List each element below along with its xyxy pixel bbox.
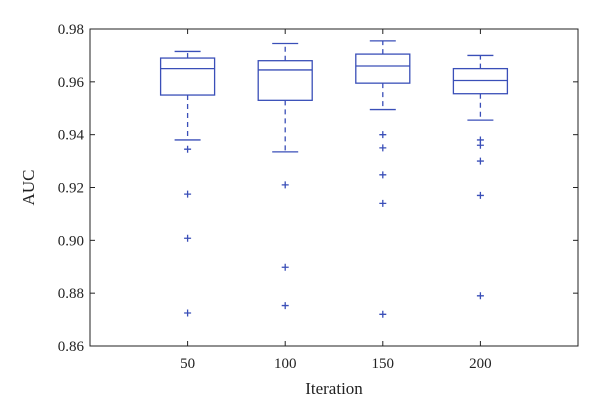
iqr-box	[355, 53, 411, 84]
y-axis-label: AUC	[19, 170, 38, 206]
x-axis-ticks: 50 100 150 200	[180, 29, 492, 372]
plot-frame	[89, 28, 579, 347]
outlier-point	[379, 131, 387, 139]
y-tick-label: 0.86	[58, 339, 85, 355]
y-tick-label: 0.88	[58, 286, 84, 302]
outlier-point	[281, 263, 289, 271]
iqr-box	[257, 60, 313, 101]
outlier-point	[379, 144, 387, 152]
box-200	[452, 54, 509, 300]
iqr-box	[452, 67, 509, 95]
x-tick-label: 100	[274, 356, 297, 372]
outlier-point	[184, 190, 192, 198]
iqr-box	[159, 57, 216, 96]
y-tick-label: 0.96	[58, 75, 85, 91]
x-tick-label: 50	[180, 356, 195, 372]
box-150	[355, 40, 411, 318]
x-tick-label: 150	[372, 356, 395, 372]
outlier-point	[281, 302, 289, 310]
outlier-point	[379, 171, 387, 179]
outlier-point	[184, 234, 192, 242]
outlier-point	[379, 310, 387, 318]
x-tick-label: 200	[469, 356, 492, 372]
y-tick-label: 0.98	[58, 22, 84, 38]
outlier-point	[379, 199, 387, 207]
outlier-point	[476, 292, 484, 300]
y-tick-label: 0.94	[58, 128, 85, 144]
y-axis-ticks: 0.86 0.88 0.90 0.92 0.94 0.96 0.98	[58, 22, 578, 355]
x-axis-label: Iteration	[305, 379, 363, 398]
box-series	[159, 40, 509, 318]
y-tick-label: 0.90	[58, 233, 84, 249]
outlier-point	[184, 309, 192, 317]
box-50	[159, 50, 216, 317]
outlier-point	[184, 145, 192, 153]
box-100	[257, 42, 313, 310]
y-tick-label: 0.92	[58, 181, 84, 197]
outlier-point	[476, 141, 484, 149]
outlier-point	[476, 157, 484, 165]
outlier-point	[476, 191, 484, 199]
outlier-point	[281, 181, 289, 189]
